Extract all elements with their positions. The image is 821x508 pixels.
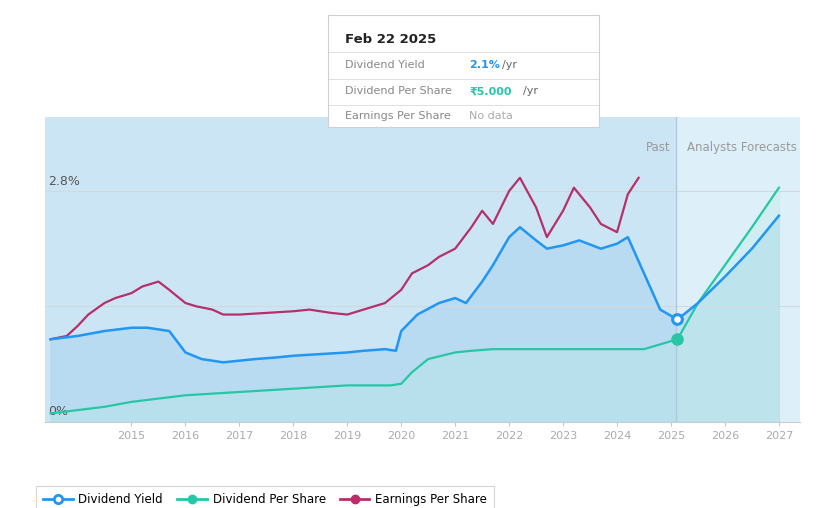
- Text: /yr: /yr: [524, 86, 539, 96]
- Text: /yr: /yr: [502, 60, 516, 70]
- Text: 2.8%: 2.8%: [48, 175, 80, 187]
- Legend: Dividend Yield, Dividend Per Share, Earnings Per Share: Dividend Yield, Dividend Per Share, Earn…: [36, 486, 494, 508]
- Text: 0%: 0%: [48, 405, 68, 419]
- Text: Dividend Per Share: Dividend Per Share: [345, 86, 452, 96]
- Text: Analysts Forecasts: Analysts Forecasts: [687, 141, 797, 154]
- Text: ₹5.000: ₹5.000: [470, 86, 511, 96]
- Text: Feb 22 2025: Feb 22 2025: [345, 33, 436, 46]
- Text: 2.1%: 2.1%: [470, 60, 500, 70]
- Bar: [45, 117, 677, 422]
- Bar: [677, 117, 800, 422]
- Text: Past: Past: [646, 141, 671, 154]
- Text: Earnings Per Share: Earnings Per Share: [345, 111, 451, 121]
- Text: Dividend Yield: Dividend Yield: [345, 60, 424, 70]
- Text: No data: No data: [470, 111, 513, 121]
